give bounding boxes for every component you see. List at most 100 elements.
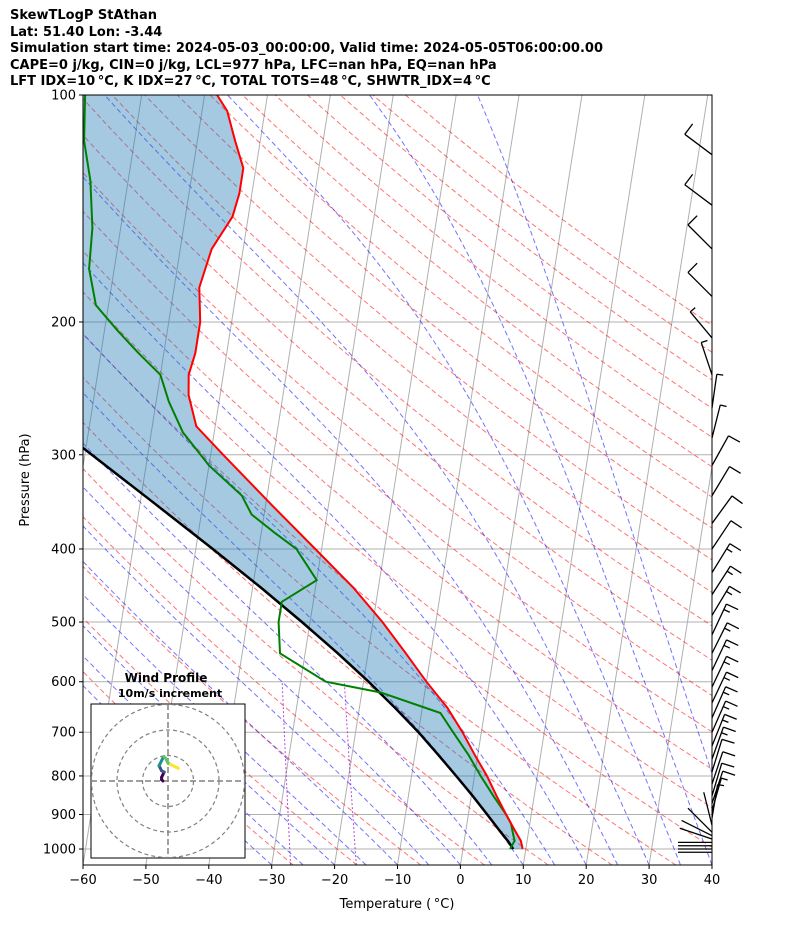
wind-barb — [711, 622, 740, 654]
y-tick-label: 700 — [51, 726, 76, 741]
inset-subtitle: 10m/s increment — [118, 687, 222, 700]
wind-barb — [711, 700, 738, 733]
wind-barb — [711, 726, 736, 760]
mixing-ratio-line — [281, 681, 292, 865]
parcel-profile-line — [83, 446, 515, 850]
wind-barb — [711, 762, 735, 796]
dry-adiabat — [83, 134, 712, 661]
dry-adiabat — [209, 95, 712, 498]
moist-adiabat — [104, 95, 650, 865]
y-tick-label: 100 — [51, 89, 76, 104]
wind-barb — [700, 339, 713, 375]
moist-adiabat — [83, 176, 619, 865]
wind-barb — [711, 751, 736, 785]
wind-barb — [711, 543, 742, 573]
y-tick-label: 600 — [51, 675, 76, 690]
y-tick-label: 500 — [51, 616, 76, 631]
chart-header: SkewTLogP StAthan Lat: 51.40 Lon: -3.44 … — [10, 8, 603, 91]
isotherm-line — [585, 95, 709, 865]
dry-adiabat — [83, 565, 422, 865]
wind-barb — [711, 520, 743, 550]
moist-adiabat — [477, 95, 712, 775]
wind-barb — [711, 435, 741, 466]
x-tick-label: −50 — [132, 873, 159, 888]
wind-barb — [711, 655, 739, 688]
adiabats-layer — [83, 95, 712, 865]
x-tick-label: 20 — [578, 873, 595, 888]
isotherm-line — [334, 95, 457, 865]
y-tick-label: 400 — [51, 542, 76, 557]
moist-adiabat — [83, 486, 461, 865]
cape-line: CAPE=0 j/kg, CIN=0 j/kg, LCL=977 hPa, LF… — [10, 57, 497, 73]
cape-shading — [83, 95, 523, 849]
wind-barb — [711, 777, 728, 812]
temperature-line — [187, 95, 524, 850]
y-tick-label: 200 — [51, 315, 76, 330]
x-tick-label: −60 — [69, 873, 96, 888]
wind-barb — [681, 819, 713, 837]
wind-barb — [711, 585, 741, 616]
isotherm-line — [648, 463, 712, 865]
x-tick-label: 0 — [456, 873, 464, 888]
time-line: Simulation start time: 2024-05-03_00:00:… — [10, 41, 603, 57]
dry-adiabat — [83, 250, 712, 770]
dry-adiabat — [83, 291, 712, 809]
indices-line: LFT IDX=10 °C, K IDX=27 °C, TOTAL TOTS=4… — [10, 74, 491, 90]
dry-adiabat — [242, 95, 712, 468]
wind-barb — [711, 770, 736, 804]
isotherm-line — [711, 861, 712, 865]
x-tick-label: −10 — [384, 873, 411, 888]
dry-adiabat — [83, 421, 613, 865]
moist-adiabat — [83, 262, 587, 865]
moist-adiabat — [83, 442, 493, 865]
wind-barb — [679, 827, 713, 840]
inset-title: Wind Profile — [125, 671, 208, 685]
isotherm-line — [459, 95, 583, 865]
wind-barb — [689, 307, 713, 339]
hodograph-segment — [174, 765, 180, 770]
wind-barb — [687, 807, 713, 833]
x-axis-label: Temperature ( °C) — [339, 897, 455, 912]
cape-fill-layer — [83, 95, 523, 849]
axis-ticks: −60 −50 −40 −30 −20 −10 0 10 20 30 40 100 200 300 400 5… — [43, 89, 720, 889]
wind-barb — [711, 639, 739, 671]
isotherm-line — [0, 95, 79, 865]
dry-adiabat — [83, 617, 358, 865]
wind-barb — [687, 262, 713, 297]
dry-adiabat — [307, 95, 712, 409]
mixing-ratio-line — [343, 681, 357, 865]
y-tick-label: 900 — [51, 808, 76, 823]
x-tick-label: 40 — [704, 873, 721, 888]
dry-adiabat — [83, 210, 712, 733]
dry-adiabat — [83, 333, 712, 848]
wind-barbs — [678, 123, 743, 853]
isotherm-line — [775, 95, 794, 865]
wind-barb — [711, 565, 742, 596]
dry-adiabat — [83, 516, 485, 865]
profile-layer — [83, 95, 524, 850]
wind-profile-inset: Wind Profile 10m/s increment — [90, 671, 246, 859]
wind-barb — [711, 466, 741, 497]
wind-barb — [711, 373, 724, 408]
x-tick-label: 30 — [641, 873, 658, 888]
title-line: SkewTLogP StAthan — [10, 8, 158, 23]
y-tick-label: 300 — [51, 448, 76, 463]
moist-adiabat — [83, 625, 335, 865]
x-tick-label: −30 — [258, 873, 285, 888]
y-axis-label: Pressure (hPa) — [18, 433, 33, 526]
moist-adiabat — [83, 332, 556, 865]
dry-adiabat — [111, 95, 712, 594]
x-tick-label: −20 — [321, 873, 348, 888]
wind-barb — [711, 495, 743, 524]
y-tick-label: 800 — [51, 769, 76, 784]
moist-adiabat — [227, 95, 681, 865]
wind-barb — [711, 686, 738, 719]
wind-barb — [711, 671, 739, 704]
isotherm-line — [83, 95, 143, 470]
y-tick-label: 1000 — [43, 843, 76, 858]
dry-adiabat — [83, 172, 712, 697]
moist-adiabat — [83, 593, 367, 865]
wind-barb — [703, 792, 713, 826]
wind-barb — [711, 603, 739, 636]
x-tick-label: −40 — [195, 873, 222, 888]
